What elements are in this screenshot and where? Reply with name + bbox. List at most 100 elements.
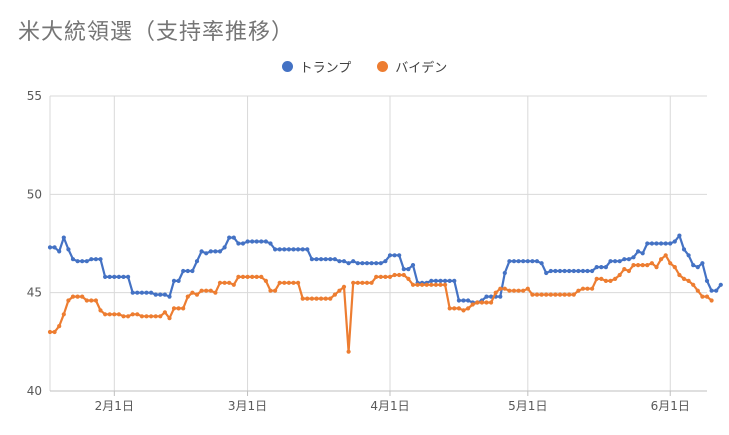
data-point xyxy=(489,294,494,299)
data-point xyxy=(374,261,379,266)
y-tick-label: 55 xyxy=(27,89,42,103)
data-point xyxy=(89,298,94,303)
data-point xyxy=(654,241,659,246)
data-point xyxy=(576,288,581,293)
data-point xyxy=(534,292,540,297)
data-point xyxy=(341,259,347,264)
data-point xyxy=(681,247,687,252)
data-point xyxy=(360,261,365,266)
data-point xyxy=(47,245,53,250)
data-point xyxy=(217,280,223,285)
data-point xyxy=(364,280,370,285)
data-point xyxy=(351,280,356,285)
data-point xyxy=(691,282,696,287)
data-point xyxy=(181,268,186,274)
data-point xyxy=(199,288,204,293)
data-point xyxy=(521,288,526,293)
data-point xyxy=(599,276,604,281)
data-point xyxy=(277,247,282,252)
data-point xyxy=(659,241,664,246)
data-point xyxy=(378,274,383,279)
data-point xyxy=(296,247,301,252)
legend-label-trump: トランプ xyxy=(299,61,352,76)
data-point xyxy=(590,286,595,291)
data-point xyxy=(337,259,342,264)
data-point xyxy=(622,257,627,262)
data-point xyxy=(544,292,549,297)
data-point xyxy=(263,239,268,244)
data-point xyxy=(424,282,429,287)
data-point xyxy=(429,278,434,283)
y-tick-label: 40 xyxy=(27,384,42,398)
data-point xyxy=(121,314,126,319)
data-point xyxy=(613,259,618,264)
data-point xyxy=(351,259,356,264)
data-point xyxy=(282,247,287,252)
data-point xyxy=(548,268,553,274)
data-point xyxy=(530,292,535,297)
data-point xyxy=(245,274,250,279)
data-point xyxy=(112,312,117,317)
data-point xyxy=(254,239,259,244)
data-point xyxy=(576,268,581,274)
data-point xyxy=(672,265,677,270)
data-point xyxy=(489,300,494,305)
data-point xyxy=(603,278,609,283)
data-point xyxy=(93,257,98,262)
data-point xyxy=(355,261,360,266)
data-point xyxy=(668,261,673,266)
data-point xyxy=(677,272,682,278)
data-point xyxy=(323,257,328,262)
legend: トランプ バイデン xyxy=(0,57,729,76)
data-point xyxy=(346,349,351,354)
data-point xyxy=(240,274,246,279)
data-point xyxy=(291,280,296,285)
data-point xyxy=(309,257,314,262)
data-point xyxy=(580,268,586,274)
legend-item-biden: バイデン xyxy=(377,57,447,76)
data-point xyxy=(704,278,710,283)
data-point xyxy=(571,268,576,274)
data-point xyxy=(116,274,121,279)
data-point xyxy=(452,278,457,283)
data-point xyxy=(521,259,526,264)
data-point xyxy=(636,249,641,254)
data-point xyxy=(369,261,374,266)
data-point xyxy=(236,274,241,279)
data-point xyxy=(498,294,503,299)
data-point xyxy=(84,298,89,303)
data-point xyxy=(103,274,108,279)
data-point xyxy=(677,233,682,238)
data-point xyxy=(511,259,517,264)
data-point xyxy=(144,314,149,319)
data-point xyxy=(250,274,255,279)
data-point xyxy=(296,280,301,285)
data-point xyxy=(594,265,599,270)
data-point xyxy=(323,296,328,301)
data-point xyxy=(135,290,140,295)
data-point xyxy=(70,257,76,262)
data-point xyxy=(185,268,190,274)
data-point xyxy=(369,280,374,285)
data-point xyxy=(162,292,167,297)
data-point xyxy=(567,292,572,297)
data-point xyxy=(328,257,333,262)
data-point xyxy=(493,290,498,295)
data-point xyxy=(695,288,700,293)
data-point xyxy=(475,300,480,305)
data-point xyxy=(346,261,351,266)
data-point xyxy=(553,268,558,274)
data-point xyxy=(636,263,641,268)
data-point xyxy=(300,296,305,301)
data-point xyxy=(240,241,246,246)
data-point xyxy=(52,245,57,250)
data-point xyxy=(452,306,457,311)
data-point xyxy=(57,324,62,329)
data-point xyxy=(291,247,296,252)
x-tick-label: 4月1日 xyxy=(370,399,409,413)
data-point xyxy=(562,268,567,274)
data-point xyxy=(176,278,181,283)
data-point xyxy=(250,239,255,244)
data-point xyxy=(383,259,388,264)
data-point xyxy=(580,286,586,291)
